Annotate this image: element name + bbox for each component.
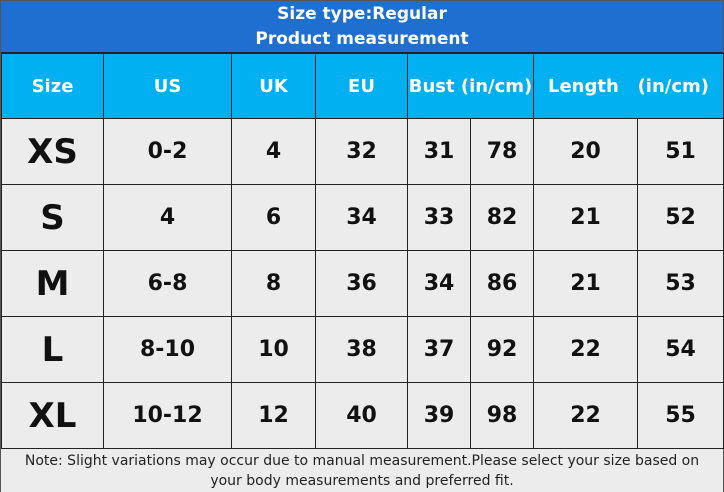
measure-cell: 55 xyxy=(636,382,724,449)
measure-cell: 40 xyxy=(315,382,408,449)
size-cell: M xyxy=(1,250,104,317)
measure-cell: 51 xyxy=(636,118,724,185)
measure-cell: 21 xyxy=(533,250,638,317)
measure-cell: 8 xyxy=(231,250,316,317)
measure-cell: 34 xyxy=(315,184,408,251)
measure-cell: 22 xyxy=(533,382,638,449)
measure-cell: 53 xyxy=(636,250,724,317)
size-cell: XS xyxy=(1,118,104,185)
measure-cell: 4 xyxy=(231,118,316,185)
size-row: M 6-8 8 36 34 86 21 53 xyxy=(1,250,724,317)
size-row: XL 10-12 12 40 39 98 22 55 xyxy=(1,382,724,449)
measure-cell: 34 xyxy=(407,250,471,317)
table-body: XS 0-2 4 32 31 78 20 51 S 4 6 34 33 82 21 52 M 6-8 8 36 34 86… xyxy=(1,118,724,449)
size-row: XS 0-2 4 32 31 78 20 51 xyxy=(1,118,724,185)
measure-cell: 82 xyxy=(470,184,534,251)
measure-cell: 10-12 xyxy=(103,382,232,449)
measure-cell: 20 xyxy=(533,118,638,185)
measure-cell: 86 xyxy=(470,250,534,317)
header-cell: US xyxy=(103,53,232,119)
measure-cell: 54 xyxy=(636,316,724,383)
header-cell: Size xyxy=(1,53,104,119)
measure-cell: 38 xyxy=(315,316,408,383)
header-row: Size US UK EU Bust (in/cm) Length (in/cm) xyxy=(1,53,724,119)
header-cell: Bust (in/cm) xyxy=(407,53,534,119)
measure-cell: 22 xyxy=(533,316,638,383)
measure-cell: 21 xyxy=(533,184,638,251)
measure-cell: 8-10 xyxy=(103,316,232,383)
measure-cell: 10 xyxy=(231,316,316,383)
size-cell: XL xyxy=(1,382,104,449)
measure-cell: 52 xyxy=(636,184,724,251)
header-cell: UK xyxy=(231,53,316,119)
title-line: Product measurement xyxy=(255,29,469,49)
measure-cell: 92 xyxy=(470,316,534,383)
measure-cell: 33 xyxy=(407,184,471,251)
measure-cell: 12 xyxy=(231,382,316,449)
measure-cell: 78 xyxy=(470,118,534,185)
measure-cell: 4 xyxy=(103,184,232,251)
measure-cell: 31 xyxy=(407,118,471,185)
measure-cell: 36 xyxy=(315,250,408,317)
size-cell: S xyxy=(1,184,104,251)
title-band: Size type:Regular Product measurement xyxy=(1,1,723,53)
measure-cell: 32 xyxy=(315,118,408,185)
measure-cell: 6-8 xyxy=(103,250,232,317)
size-cell: L xyxy=(1,316,104,383)
measure-cell: 0-2 xyxy=(103,118,232,185)
measure-cell: 37 xyxy=(407,316,471,383)
measure-cell: 39 xyxy=(407,382,471,449)
size-row: S 4 6 34 33 82 21 52 xyxy=(1,184,724,251)
measure-cell: 98 xyxy=(470,382,534,449)
note: Note: Slight variations may occur due to… xyxy=(1,449,723,492)
size-row: L 8-10 10 38 37 92 22 54 xyxy=(1,316,724,383)
measure-cell: 6 xyxy=(231,184,316,251)
size-table: Size US UK EU Bust (in/cm) Length (in/cm) XS 0… xyxy=(1,53,724,449)
header-cell: Length (in/cm) xyxy=(532,53,724,119)
header-cell: EU xyxy=(315,53,408,119)
title-line: Size type:Regular xyxy=(277,4,447,24)
